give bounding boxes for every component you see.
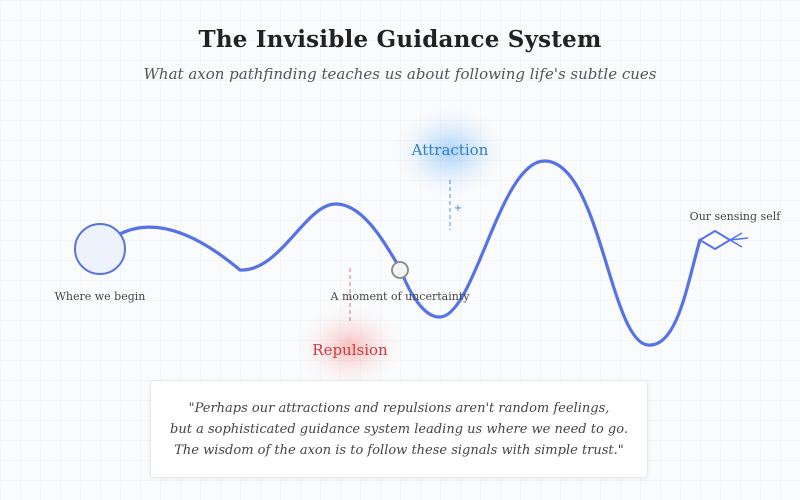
quote-line-3: The wisdom of the axon is to follow thes… [174, 442, 624, 458]
uncertainty-node [391, 261, 409, 279]
uncertainty-label: A moment of uncertainty [330, 290, 471, 303]
start-label: Where we begin [55, 290, 146, 303]
end-label: Our sensing self [690, 210, 782, 223]
growth-cone-icon [699, 230, 749, 250]
quote-line-1: "Perhaps our attractions and repulsions … [188, 400, 610, 416]
repulsion-glow [292, 301, 408, 393]
page-title: The Invisible Guidance System [198, 26, 602, 53]
attraction-glow [388, 102, 512, 202]
attraction-label: Attraction [411, 141, 489, 159]
start-cell-body [74, 223, 126, 275]
quote-box: "Perhaps our attractions and repulsions … [150, 380, 648, 478]
axon-path [98, 159, 702, 347]
plus-sign: + [454, 203, 462, 214]
repulsion-label: Repulsion [312, 341, 388, 359]
quote-line-2: but a sophisticated guidance system lead… [170, 421, 628, 437]
page-subtitle: What axon pathfinding teaches us about f… [143, 65, 657, 83]
